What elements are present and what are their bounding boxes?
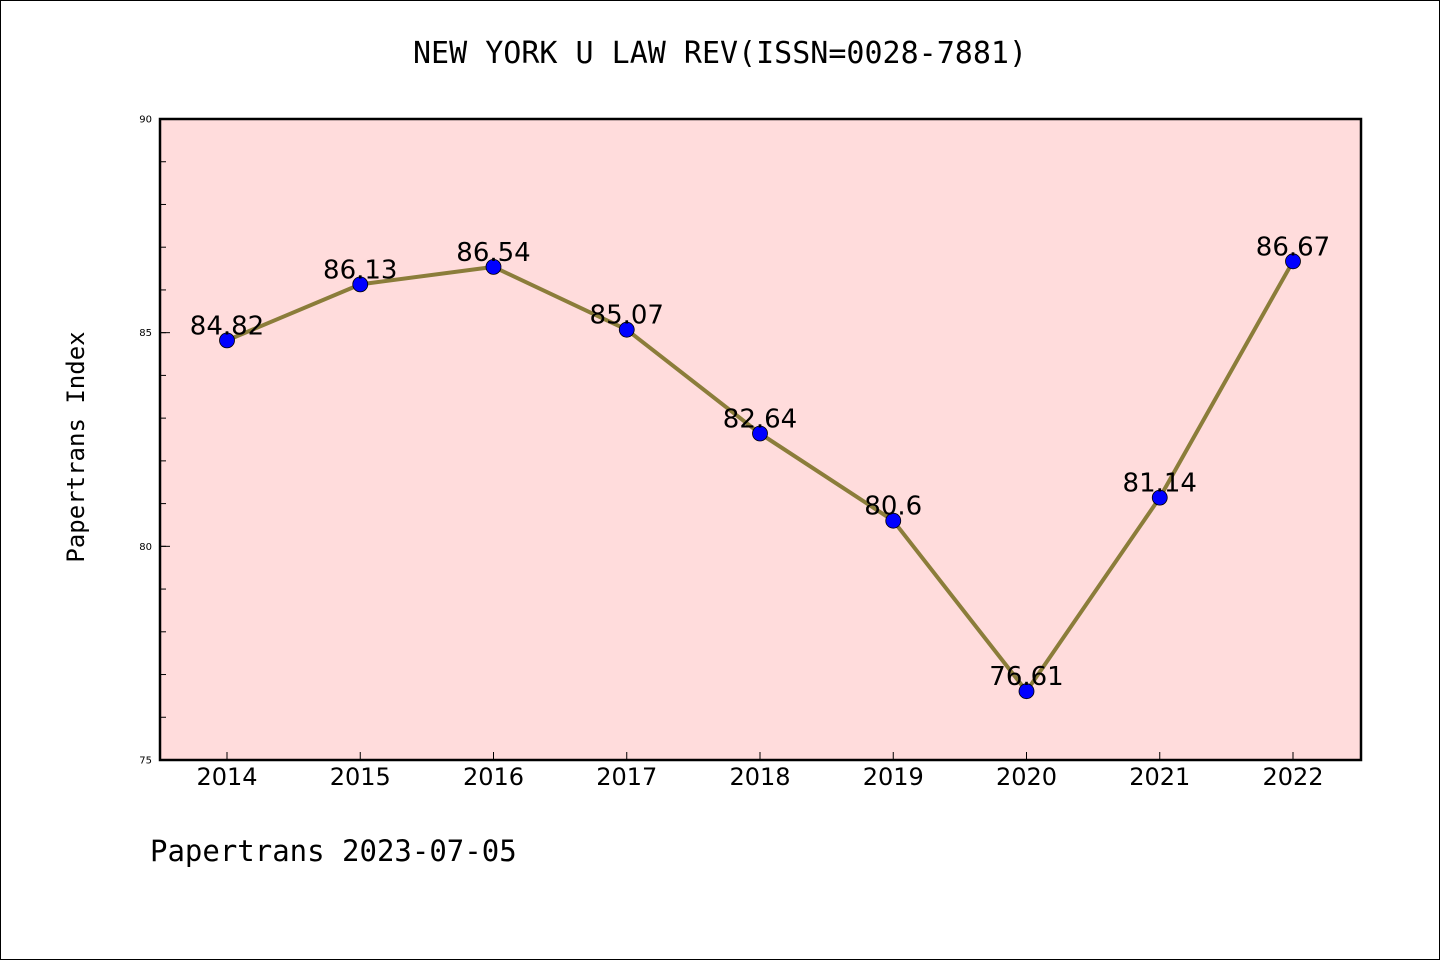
data-label: 86.67	[1256, 232, 1330, 262]
data-point	[1018, 683, 1035, 700]
data-label: 86.54	[456, 238, 530, 268]
y-tick-label: 75	[139, 756, 152, 767]
footer-note: Papertrans 2023-07-05	[150, 834, 517, 868]
x-tick-label: 2018	[729, 763, 790, 791]
y-tick-label: 90	[139, 115, 152, 126]
x-tick-label: 2015	[330, 763, 391, 791]
data-label: 76.61	[989, 662, 1063, 692]
data-point	[752, 425, 768, 442]
data-point	[352, 276, 369, 293]
data-point	[885, 512, 902, 529]
chart-title: NEW YORK U LAW REV(ISSN=0028-7881)	[412, 36, 1028, 71]
data-point	[485, 258, 502, 275]
data-label: 81.14	[1123, 469, 1197, 499]
data-point	[219, 332, 235, 349]
y-tick-label: 80	[139, 542, 152, 553]
data-label: 84.82	[190, 311, 264, 341]
data-label: 80.6	[864, 492, 922, 522]
x-tick-label: 2021	[1129, 763, 1190, 791]
x-tick-label: 2014	[196, 763, 257, 791]
data-label: 86.13	[323, 255, 397, 285]
y-axis-ticks: 75 80 85 90	[139, 115, 170, 767]
x-axis-ticks: 2014 2015 2016 2017 2018 2019 2020 2021 2022	[196, 752, 1324, 791]
data-label: 85.07	[590, 301, 664, 331]
data-labels: 84.82 86.13 86.54 85.07 82.64 80.6 76.61 81.14 8…	[190, 232, 1330, 692]
data-label: 82.64	[723, 405, 797, 435]
x-tick-label: 2022	[1262, 763, 1323, 791]
data-point	[618, 321, 635, 338]
x-tick-label: 2016	[463, 763, 524, 791]
x-tick-label: 2019	[863, 763, 924, 791]
y-tick-label: 85	[139, 328, 152, 339]
data-point	[1285, 253, 1301, 270]
series-markers	[219, 253, 1301, 700]
x-tick-label: 2020	[996, 763, 1057, 791]
x-tick-label: 2017	[596, 763, 657, 791]
data-point	[1151, 489, 1168, 506]
